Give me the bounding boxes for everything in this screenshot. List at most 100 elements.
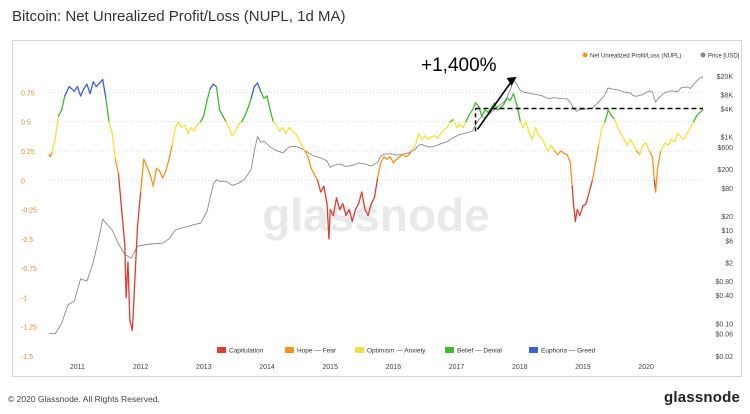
nupl-series-segment — [320, 185, 325, 193]
y-left-tick-label: -1.25 — [21, 325, 37, 332]
nupl-series-segment — [206, 88, 211, 102]
nupl-series-segment — [541, 137, 546, 146]
legend-bottom-label: Optimism — Anxiety — [367, 348, 426, 355]
nupl-series-segment — [79, 88, 85, 97]
x-tick-label: 2019 — [575, 364, 591, 371]
price-series-line — [49, 76, 704, 335]
nupl-series-segment — [699, 109, 704, 113]
nupl-series-segment — [64, 85, 70, 97]
nupl-series-segment — [433, 135, 439, 139]
nupl-series-segment — [468, 109, 474, 116]
nupl-series-segment — [544, 144, 549, 152]
nupl-series-segment — [534, 126, 540, 137]
nupl-series-segment — [648, 150, 654, 158]
nupl-series-segment — [683, 132, 688, 140]
nupl-series-segment — [660, 142, 666, 152]
nupl-series-segment — [121, 208, 126, 246]
nupl-series-segment — [673, 132, 679, 143]
annotation-arrow-shaft — [476, 79, 514, 130]
nupl-series-segment — [418, 132, 423, 140]
y-right-tick-label: $20K — [717, 74, 734, 81]
nupl-series-segment — [117, 173, 123, 211]
nupl-series-segment — [92, 81, 98, 88]
nupl-series-segment — [651, 156, 655, 181]
nupl-series-segment — [487, 107, 492, 113]
nupl-series-segment — [190, 126, 195, 132]
legend-bottom-swatch — [355, 347, 364, 353]
legend-top-marker — [582, 52, 588, 58]
nupl-series-segment — [629, 138, 635, 146]
nupl-series-segment — [465, 114, 470, 123]
nupl-series-segment — [244, 107, 249, 117]
legend-top-label: Price [USD] — [708, 54, 740, 60]
nupl-series-segment — [576, 208, 581, 217]
nupl-series-segment — [594, 144, 600, 164]
nupl-series-segment — [323, 185, 328, 205]
x-tick-label: 2020 — [638, 364, 654, 371]
nupl-series-segment — [253, 82, 259, 88]
y-right-tick-label: $20 — [721, 214, 733, 221]
nupl-series-segment — [237, 121, 243, 125]
nupl-series-segment — [569, 162, 573, 187]
nupl-series-segment — [68, 85, 75, 92]
nupl-series-segment — [440, 129, 445, 135]
nupl-series-segment — [560, 150, 565, 154]
nupl-series-segment — [620, 132, 625, 140]
nupl-series-segment — [525, 121, 530, 135]
nupl-series-segment — [165, 158, 170, 172]
nupl-series-segment — [332, 197, 338, 217]
nupl-series-segment — [155, 167, 161, 172]
nupl-series-segment — [222, 115, 227, 123]
nupl-series-segment — [328, 208, 331, 240]
nupl-series-segment — [200, 115, 205, 123]
y-right-tick-label: $1K — [721, 135, 734, 142]
legend-bottom-swatch — [529, 347, 538, 353]
nupl-series-segment — [247, 97, 252, 109]
nupl-series-segment — [370, 197, 376, 205]
annotation-label: +1,400% — [421, 55, 497, 76]
nupl-series-segment — [484, 109, 489, 113]
nupl-series-segment — [692, 115, 698, 123]
x-tick-label: 2017 — [449, 364, 465, 371]
nupl-series-segment — [402, 153, 407, 158]
nupl-series-segment — [187, 126, 192, 135]
nupl-series-segment — [613, 118, 619, 129]
nupl-series-segment — [76, 85, 82, 97]
nupl-series-segment — [677, 132, 682, 138]
y-right-tick-label: $8K — [721, 92, 734, 99]
nupl-series-segment — [436, 132, 442, 139]
legend-bottom-swatch — [445, 347, 454, 353]
nupl-series-segment — [617, 126, 622, 135]
nupl-series-segment — [225, 121, 230, 129]
nupl-series-segment — [294, 132, 300, 140]
nupl-series-segment — [686, 126, 692, 135]
nupl-series-segment — [459, 123, 464, 129]
nupl-series-segment — [424, 135, 429, 140]
nupl-series-segment — [531, 126, 537, 140]
nupl-series-segment — [528, 132, 534, 140]
legend-bottom-swatch — [217, 347, 226, 353]
x-tick-label: 2014 — [259, 364, 275, 371]
nupl-series-segment — [60, 95, 66, 111]
nupl-series-segment — [512, 92, 518, 105]
nupl-series-segment — [234, 123, 240, 132]
nupl-series-segment — [51, 137, 56, 153]
nupl-series-segment — [636, 150, 641, 156]
nupl-series-segment — [517, 111, 522, 123]
nupl-series-segment — [278, 126, 284, 132]
nupl-series-segment — [335, 197, 341, 211]
nupl-series-segment — [610, 115, 616, 121]
nupl-series-segment — [256, 82, 262, 92]
y-left-tick-label: 0 — [21, 178, 25, 185]
nupl-series-segment — [288, 126, 293, 132]
y-left-tick-label: -1.5 — [21, 354, 33, 361]
nupl-series-segment — [405, 153, 410, 158]
nupl-series-segment — [585, 191, 590, 205]
nupl-series-segment — [395, 156, 401, 160]
y-right-tick-label: $2 — [725, 261, 733, 268]
nupl-series-segment — [604, 109, 609, 123]
nupl-series-segment — [83, 83, 88, 90]
nupl-series-segment — [136, 191, 142, 228]
nupl-series-segment — [579, 205, 584, 217]
nupl-series-segment — [171, 126, 177, 146]
